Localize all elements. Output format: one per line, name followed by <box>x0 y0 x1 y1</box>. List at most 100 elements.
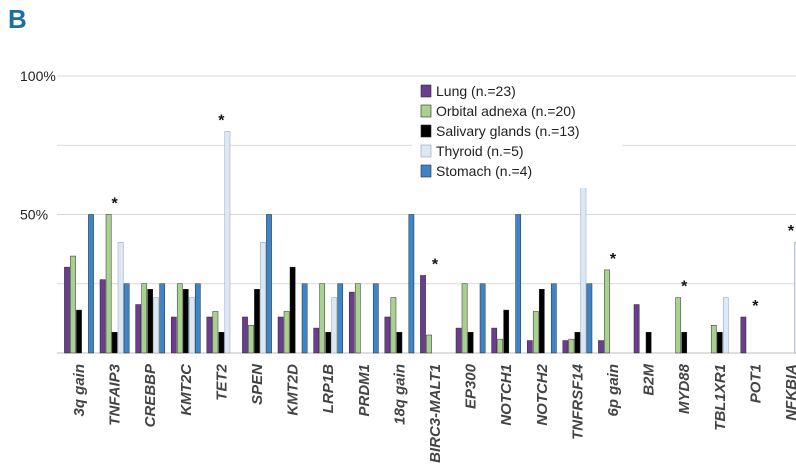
bar-prdm1-orbital <box>354 283 361 354</box>
bar-tnfaip3-salivary <box>111 331 118 354</box>
significance-star-tnfaip3: * <box>111 196 118 213</box>
bar-spen-lung <box>242 316 248 354</box>
bar-crebbp-salivary <box>147 289 154 354</box>
bar-tnfaip3-orbital <box>105 214 112 354</box>
bar-tnfrsf14-salivary <box>574 331 581 354</box>
legend-label-orbital: Orbital adnexa (n.=20) <box>436 103 576 119</box>
bar-3q-gain-orbital <box>70 255 76 354</box>
bar-lrp1b-orbital <box>319 283 326 354</box>
x-tick-label-tet2: TET2 <box>213 363 230 400</box>
x-tick-label-ep300: EP300 <box>463 363 480 409</box>
bar-notch1-lung <box>491 327 498 354</box>
significance-star-nfkbia: * <box>788 223 795 240</box>
legend-swatch-salivary <box>420 124 432 138</box>
bar-tbl1xr1-salivary <box>716 331 723 354</box>
bar-crebbp-lung <box>135 304 142 354</box>
bar-prdm1-stomach <box>372 283 379 354</box>
bar-notch2-salivary <box>538 289 545 354</box>
x-tick-label-tnfrsf14: TNFRSF14 <box>569 363 586 440</box>
bar-kmt2c-salivary <box>182 289 189 354</box>
x-tick-label-tbl1xr1: TBL1XR1 <box>712 364 729 431</box>
bar-notch1-salivary <box>503 309 510 354</box>
bar-18q-gain-lung <box>384 316 391 354</box>
legend-label-thyroid: Thyroid (n.=5) <box>436 143 524 159</box>
x-tick-label-notch1: NOTCH1 <box>498 364 515 426</box>
bar-18q-gain-salivary <box>396 331 403 354</box>
bar-notch2-orbital <box>532 311 539 354</box>
bar-tet2-orbital <box>212 311 219 354</box>
bar-tnfrsf14-stomach <box>586 283 593 354</box>
x-tick-label-birc3-malt1: BIRC3-MALT1 <box>427 364 444 463</box>
x-tick-label-nfkbia: NFKBIA <box>783 364 796 421</box>
x-tick-label-notch2: NOTCH2 <box>534 363 551 425</box>
bar-kmt2c-lung <box>170 316 177 354</box>
bar-tbl1xr1-thyroid <box>722 297 729 354</box>
legend: Lung (n.=23) Orbital adnexa (n.=20) Saliva… <box>412 78 622 188</box>
bar-lrp1b-salivary <box>325 331 332 354</box>
y-tick-label-100: 100% <box>20 68 56 84</box>
bar-prdm1-lung <box>348 291 355 354</box>
x-axis-ticks: 3q gain TNFAIP3 CREBBP KMT2C TET2 SPEN KMT2D LR… <box>71 363 796 463</box>
x-tick-label-6p-gain: 6p gain <box>605 364 622 417</box>
panel-label: B <box>8 4 27 34</box>
bar-crebbp-stomach <box>159 283 166 354</box>
y-tick-label-50: 50% <box>20 207 48 223</box>
bar-18q-gain-orbital <box>390 297 397 354</box>
bar-kmt2c-stomach <box>194 283 201 354</box>
legend-swatch-thyroid <box>420 144 432 158</box>
legend-swatch-stomach <box>420 164 432 178</box>
bar-lrp1b-lung <box>313 327 320 354</box>
bar-notch2-stomach <box>550 283 557 354</box>
x-tick-label-lrp1b: LRP1B <box>320 364 337 413</box>
bar-18q-gain-stomach <box>408 214 415 354</box>
x-tick-label-b2m: B2M <box>641 363 658 395</box>
bar-kmt2d-stomach <box>301 283 308 354</box>
bar-lrp1b-thyroid <box>331 297 338 354</box>
legend-label-lung: Lung (n.=23) <box>436 83 516 99</box>
bar-birc3-malt1-orbital <box>426 334 432 354</box>
x-tick-label-kmt2d: KMT2D <box>285 364 302 416</box>
bar-tnfrsf14-thyroid <box>580 186 587 354</box>
bar-3q-gain-lung <box>64 266 70 354</box>
bar-notch1-orbital <box>497 338 504 354</box>
bar-notch2-lung <box>526 340 533 354</box>
x-tick-label-myd88: MYD88 <box>676 363 693 414</box>
significance-star-tet2: * <box>218 112 225 129</box>
bar-ep300-lung <box>455 327 462 354</box>
bar-tet2-salivary <box>218 331 225 354</box>
bar-pot1-lung <box>740 316 747 354</box>
bar-tnfrsf14-orbital <box>568 338 575 354</box>
bar-birc3-malt1-lung <box>420 275 426 354</box>
bar-myd88-orbital <box>675 297 682 354</box>
bars <box>64 131 796 354</box>
legend-swatch-orbital <box>420 104 432 118</box>
legend-swatch-lung <box>420 84 432 98</box>
legend-label-stomach: Stomach (n.=4) <box>436 163 532 179</box>
x-tick-label-prdm1: PRDM1 <box>356 364 373 417</box>
bar-lrp1b-stomach <box>337 283 344 354</box>
bar-spen-stomach <box>266 214 272 354</box>
bar-tnfaip3-thyroid <box>117 241 124 354</box>
bar-3q-gain-salivary <box>76 309 82 354</box>
bar-ep300-stomach <box>479 283 486 354</box>
bar-kmt2c-orbital <box>176 283 183 354</box>
bar-b2m-lung <box>633 304 640 354</box>
bar-tet2-thyroid <box>224 131 231 354</box>
significance-star-6p-gain: * <box>610 251 617 268</box>
significance-star-birc3-malt1: * <box>432 256 439 273</box>
x-tick-label-18q-gain: 18q gain <box>391 364 408 425</box>
x-tick-label-pot1: POT1 <box>747 364 764 403</box>
x-tick-label-spen: SPEN <box>249 363 266 405</box>
legend-label-salivary: Salivary glands (n.=13) <box>436 123 580 139</box>
bar-nfkbia-thyroid <box>794 241 796 354</box>
bar-tet2-lung <box>206 316 213 354</box>
bar-spen-orbital <box>248 325 254 354</box>
annotations: ******** <box>111 112 795 315</box>
bar-crebbp-orbital <box>141 283 148 354</box>
bar-3q-gain-stomach <box>88 214 94 354</box>
x-tick-label-kmt2c: KMT2C <box>178 363 195 416</box>
x-tick-label-crebbp: CREBBP <box>142 363 159 427</box>
bar-ep300-salivary <box>467 331 474 354</box>
bar-tbl1xr1-orbital <box>710 325 717 354</box>
